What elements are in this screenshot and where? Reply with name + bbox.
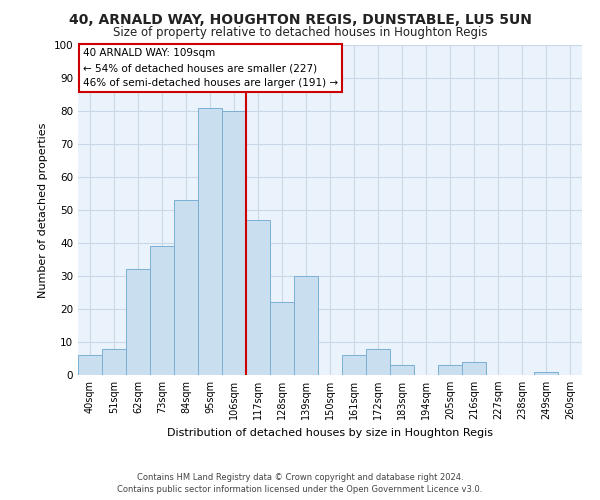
Bar xyxy=(174,200,198,375)
Bar xyxy=(102,348,126,375)
Bar xyxy=(366,348,390,375)
Bar xyxy=(270,302,294,375)
Bar xyxy=(534,372,558,375)
Y-axis label: Number of detached properties: Number of detached properties xyxy=(38,122,48,298)
Text: 40 ARNALD WAY: 109sqm
← 54% of detached houses are smaller (227)
46% of semi-det: 40 ARNALD WAY: 109sqm ← 54% of detached … xyxy=(83,48,338,88)
Bar xyxy=(150,246,174,375)
Bar xyxy=(198,108,222,375)
Bar xyxy=(294,276,318,375)
Text: Size of property relative to detached houses in Houghton Regis: Size of property relative to detached ho… xyxy=(113,26,487,39)
Bar xyxy=(438,365,462,375)
Bar xyxy=(126,270,150,375)
Bar xyxy=(390,365,414,375)
Bar xyxy=(462,362,486,375)
Bar xyxy=(246,220,270,375)
Bar xyxy=(78,355,102,375)
X-axis label: Distribution of detached houses by size in Houghton Regis: Distribution of detached houses by size … xyxy=(167,428,493,438)
Bar xyxy=(342,355,366,375)
Bar xyxy=(222,111,246,375)
Text: Contains HM Land Registry data © Crown copyright and database right 2024.
Contai: Contains HM Land Registry data © Crown c… xyxy=(118,472,482,494)
Text: 40, ARNALD WAY, HOUGHTON REGIS, DUNSTABLE, LU5 5UN: 40, ARNALD WAY, HOUGHTON REGIS, DUNSTABL… xyxy=(68,12,532,26)
